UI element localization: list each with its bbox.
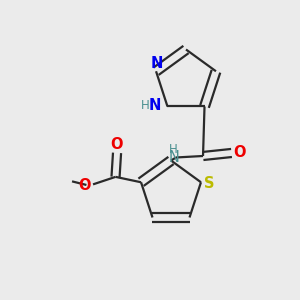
Text: N: N — [151, 56, 163, 71]
Text: N: N — [168, 150, 179, 165]
Text: H: H — [141, 99, 149, 112]
Text: O: O — [78, 178, 90, 194]
Text: O: O — [110, 137, 123, 152]
Text: H: H — [169, 142, 178, 156]
Text: O: O — [234, 146, 246, 160]
Text: N: N — [149, 98, 161, 113]
Text: S: S — [204, 176, 214, 191]
